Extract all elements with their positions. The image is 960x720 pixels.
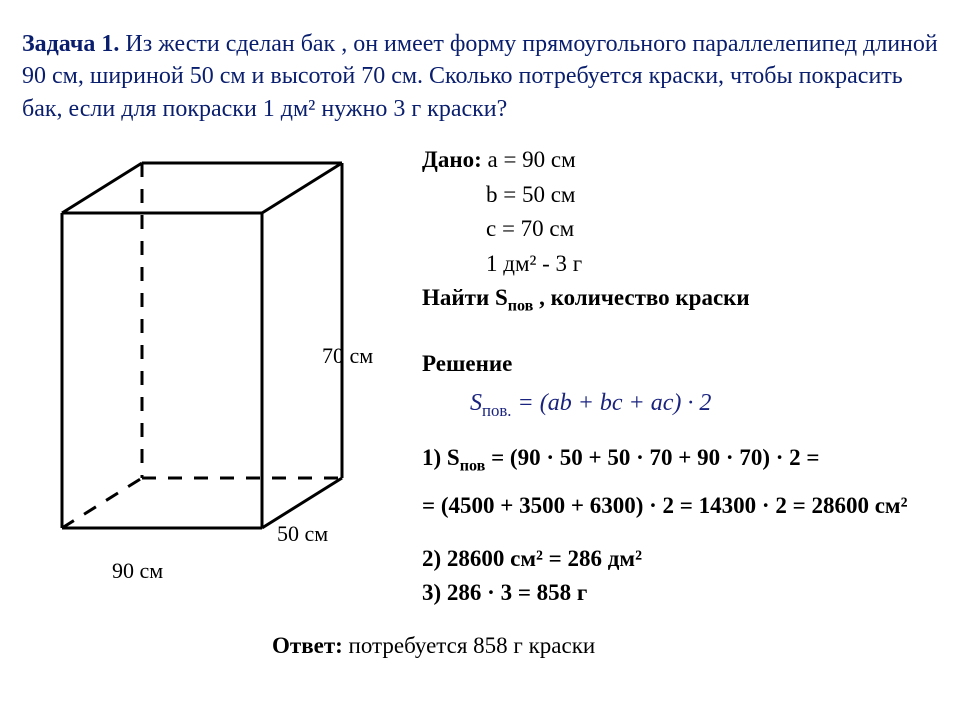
cuboid-figure: 70 см 50 см 90 см [22,153,382,593]
dim-height: 70 см [322,343,373,369]
formula-rhs: = (ab + bc + ac) · 2 [512,390,712,416]
find-label: Найти [422,285,489,310]
answer-line: Ответ: потребуется 858 г краски [22,633,938,659]
solution-label: Решение [422,347,938,382]
given-a: a = 90 см [488,147,576,172]
dim-length: 90 см [112,558,163,584]
answer-text: потребуется 858 г краски [349,633,596,658]
formula-s: S [470,390,482,416]
text-column: Дано: a = 90 см b = 50 см c = 70 см 1 дм… [402,143,938,610]
step-1-cont: = (4500 + 3500 + 6300) · 2 = 14300 · 2 =… [422,489,938,524]
find-text: Sпов , количество краски [495,285,750,310]
find-block: Найти Sпов , количество краски [422,281,938,319]
formula-sub: пов. [482,401,512,420]
edge-top-left [62,163,142,213]
task-text: Из жести сделан бак , он имеет форму пря… [22,31,938,122]
given-c: c = 70 см [422,216,574,241]
answer-label: Ответ: [272,633,343,658]
edge-top-right [262,163,342,213]
figure-column: 70 см 50 см 90 см [22,143,402,610]
task-block: Задача 1. Из жести сделан бак , он имеет… [22,28,938,125]
given-rate: 1 дм² - 3 г [422,251,582,276]
given-b: b = 50 см [422,182,575,207]
content-row: 70 см 50 см 90 см Дано: a = 90 см b = 50… [22,143,938,610]
task-title: Задача 1. [22,31,119,57]
solution-formula: Sпов. = (ab + bc + ac) · 2 [422,381,938,431]
page: Задача 1. Из жести сделан бак , он имеет… [0,0,960,720]
dim-width: 50 см [277,521,328,547]
edge-bottom-left-hidden [62,478,142,528]
step-2: 2) 28600 см² = 286 дм² [422,542,938,577]
step-1: 1) Sпов = (90 · 50 + 50 · 70 + 90 · 70) … [422,441,938,479]
given-label: Дано: [422,147,482,172]
step-3: 3) 286 · 3 = 858 г [422,576,938,611]
given-block: Дано: a = 90 см b = 50 см c = 70 см 1 дм… [422,143,938,281]
